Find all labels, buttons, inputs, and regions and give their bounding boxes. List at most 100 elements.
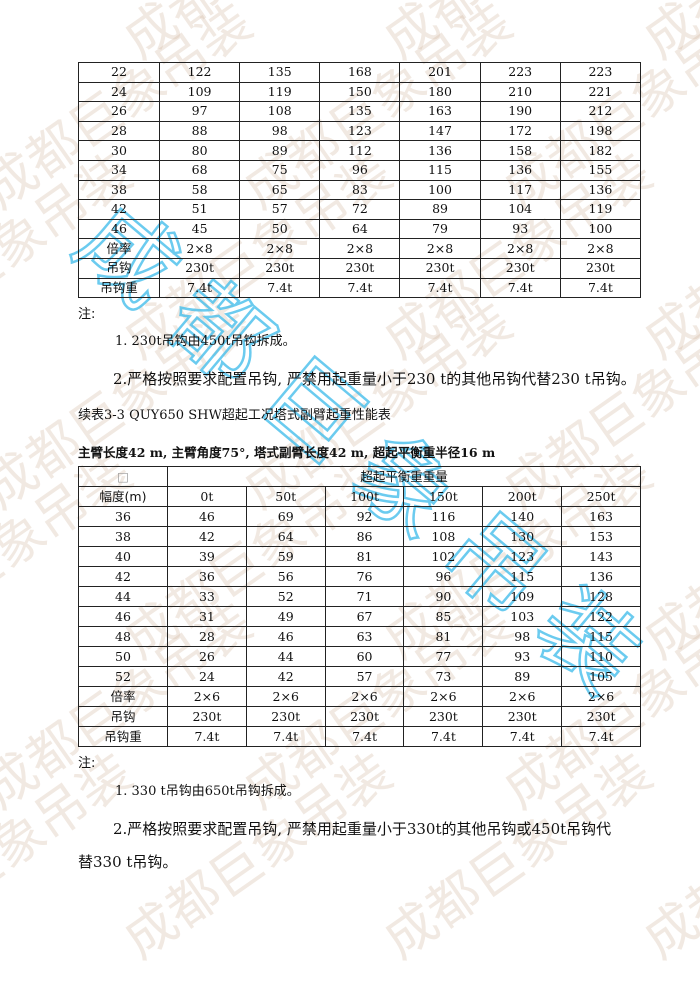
load-table-1: 22 122 135 168 201 223 223 24 109 119 150 180 210 221…: [78, 62, 642, 299]
row-label-cell: 倍率: [78, 686, 168, 707]
table-header-row: 幅度(m) 0t 50t 100t 150t 200t 250t: [78, 486, 641, 507]
table-cell: 2×6: [561, 686, 641, 707]
column-header: 0t: [167, 486, 247, 507]
table-cell: 57: [324, 666, 405, 687]
note2-item-1: 1. 330 t吊钩由650t吊钩拆成。: [115, 784, 300, 799]
table-cell: 172: [479, 120, 561, 142]
column-header: 150t: [403, 486, 484, 507]
table-cell: 230t: [561, 706, 641, 727]
table-cell: 2×6: [324, 686, 405, 707]
watermark-text: 成都巨象吊装: [633, 443, 700, 671]
row-label-cell: 44: [78, 586, 168, 607]
table-cell: 102: [403, 546, 484, 567]
notes2-label: 注:: [78, 756, 96, 771]
table-row: 50 26 44 60 77 93 110: [78, 646, 641, 667]
table-cell: 109: [158, 81, 241, 103]
table-cell: 68: [158, 159, 241, 181]
column-header: 200t: [482, 486, 563, 507]
table-cell: 119: [559, 199, 642, 220]
column-header: 100t: [324, 486, 405, 507]
table-cell: 7.4t: [239, 277, 321, 299]
table-cell: 150: [319, 81, 401, 103]
table-cell: 86: [324, 526, 405, 547]
table-row: 吊钩 230t 230t 230t 230t 230t 230t: [78, 706, 641, 727]
row-label-cell: 26: [78, 101, 160, 122]
watermark-text: 成都巨象吊装: [373, 743, 663, 971]
row-label-cell: 48: [78, 626, 168, 647]
table-cell: 230t: [319, 257, 401, 279]
table-cell: 7.4t: [403, 726, 484, 747]
group-header: 超起平衡重重量: [167, 466, 641, 487]
table-cell: 210: [479, 81, 561, 103]
row-label-cell: 22: [78, 62, 160, 83]
table-row: 46 31 49 67 85 103 122: [78, 606, 641, 627]
column-header: 50t: [245, 486, 326, 507]
row-label-cell: 52: [78, 666, 168, 687]
table-cell: 89: [482, 666, 563, 687]
table-cell: 7.4t: [245, 726, 326, 747]
table-row: 46 45 50 64 79 93 100: [78, 218, 642, 240]
table-cell: 59: [245, 546, 326, 567]
table2-subtitle: 主臂长度42 m, 主臂角度75°, 塔式副臂长度42 m, 超起平衡重半径16…: [78, 445, 496, 460]
row-label-cell: 34: [78, 159, 160, 181]
table-cell: 51: [158, 199, 241, 220]
table-cell: 230t: [479, 257, 561, 279]
row-label-cell: 42: [78, 566, 168, 587]
table-cell: 110: [561, 646, 641, 667]
table-cell: 143: [561, 546, 641, 567]
table-cell: 163: [561, 506, 641, 527]
row-label-cell: 吊钩重: [78, 277, 160, 299]
watermark-text: 成都巨象吊装: [373, 0, 663, 71]
table-cell: 2×8: [479, 238, 561, 259]
row-label-cell: 38: [78, 526, 168, 547]
table-cell: 81: [324, 546, 405, 567]
table-row: 24 109 119 150 180 210 221: [78, 81, 642, 103]
table-cell: 36: [167, 566, 247, 587]
watermark-text: 成都巨象吊装: [633, 743, 700, 971]
row-label-cell: 46: [78, 218, 160, 240]
table-cell: 122: [158, 62, 241, 83]
table-cell: 65: [239, 179, 321, 201]
row-label-cell: 36: [78, 506, 168, 527]
table-cell: 112: [319, 140, 401, 161]
table-row: 36 46 69 92 116 140 163: [78, 506, 641, 527]
watermark-text: 成都巨象吊装: [633, 143, 700, 371]
table-cell: 230t: [245, 706, 326, 727]
table-cell: 7.4t: [158, 277, 241, 299]
row-label-cell: 吊钩: [78, 706, 168, 727]
table-cell: 136: [559, 179, 642, 201]
table-cell: 223: [559, 62, 642, 83]
table-cell: 7.4t: [482, 726, 563, 747]
table-cell: 109: [482, 586, 563, 607]
table-cell: 136: [399, 140, 481, 161]
table-cell: 28: [167, 626, 247, 647]
table-cell: 7.4t: [319, 277, 401, 299]
table-cell: 93: [479, 218, 561, 240]
table-cell: 100: [399, 179, 481, 201]
table-cell: 115: [561, 626, 641, 647]
table-cell: 73: [403, 666, 484, 687]
table-cell: 45: [158, 218, 241, 240]
table-row: 吊钩 230t 230t 230t 230t 230t 230t: [78, 257, 642, 279]
table-cell: 39: [167, 546, 247, 567]
table-cell: 96: [403, 566, 484, 587]
table-cell: 79: [399, 218, 481, 240]
table-cell: 135: [239, 62, 321, 83]
table-cell: 140: [482, 506, 563, 527]
table-row: 30 80 89 112 136 158 182: [78, 140, 642, 161]
row-label-cell: 吊钩重: [78, 726, 168, 747]
table-cell: 117: [479, 179, 561, 201]
table-cell: 71: [324, 586, 405, 607]
table-cell: 155: [559, 159, 642, 181]
table2-title: 续表3-3 QUY650 SHW超起工况塔式副臂起重性能表: [78, 408, 391, 423]
table-cell: 201: [399, 62, 481, 83]
table-cell: 122: [561, 606, 641, 627]
table-cell: 80: [158, 140, 241, 161]
notes1-label: 注:: [78, 307, 96, 322]
table-cell: 7.4t: [479, 277, 561, 299]
table-cell: 168: [319, 62, 401, 83]
table-cell: 230t: [324, 706, 405, 727]
table-cell: 100: [559, 218, 642, 240]
table-cell: 49: [245, 606, 326, 627]
